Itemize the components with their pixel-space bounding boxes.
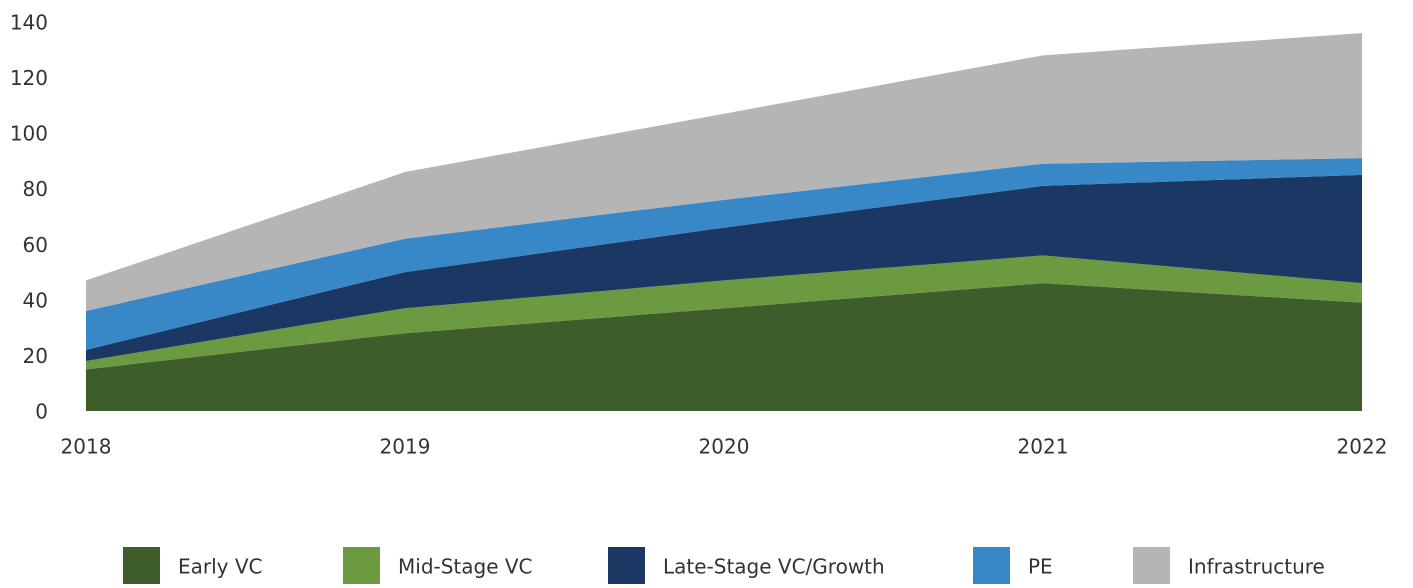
x-tick-label: 2022 <box>1337 435 1388 459</box>
x-tick-label: 2021 <box>1018 435 1069 459</box>
y-tick-label: 20 <box>23 344 48 368</box>
legend-swatch <box>608 547 645 584</box>
x-tick-label: 2019 <box>380 435 431 459</box>
area <box>86 283 1362 411</box>
legend-swatch <box>973 547 1010 584</box>
legend-swatch <box>343 547 380 584</box>
legend-label: Infrastructure <box>1188 555 1325 579</box>
x-tick-label: 2018 <box>61 435 112 459</box>
y-tick-label: 40 <box>23 288 48 312</box>
legend-label: PE <box>1028 555 1053 579</box>
area <box>86 33 1362 311</box>
area <box>86 174 1362 361</box>
legend-label: Mid-Stage VC <box>398 555 533 579</box>
y-tick-label: 0 <box>35 400 48 424</box>
legend-swatch <box>123 547 160 584</box>
y-tick-label: 60 <box>23 233 48 257</box>
legend-swatch <box>1133 547 1170 584</box>
legend-label: Early VC <box>178 555 263 579</box>
y-tick-label: 140 <box>10 11 48 35</box>
area <box>86 158 1362 350</box>
x-tick-label: 2020 <box>699 435 750 459</box>
y-tick-label: 100 <box>10 122 48 146</box>
legend-label: Late-Stage VC/Growth <box>663 555 885 579</box>
y-tick-label: 80 <box>23 177 48 201</box>
y-tick-label: 120 <box>10 66 48 90</box>
